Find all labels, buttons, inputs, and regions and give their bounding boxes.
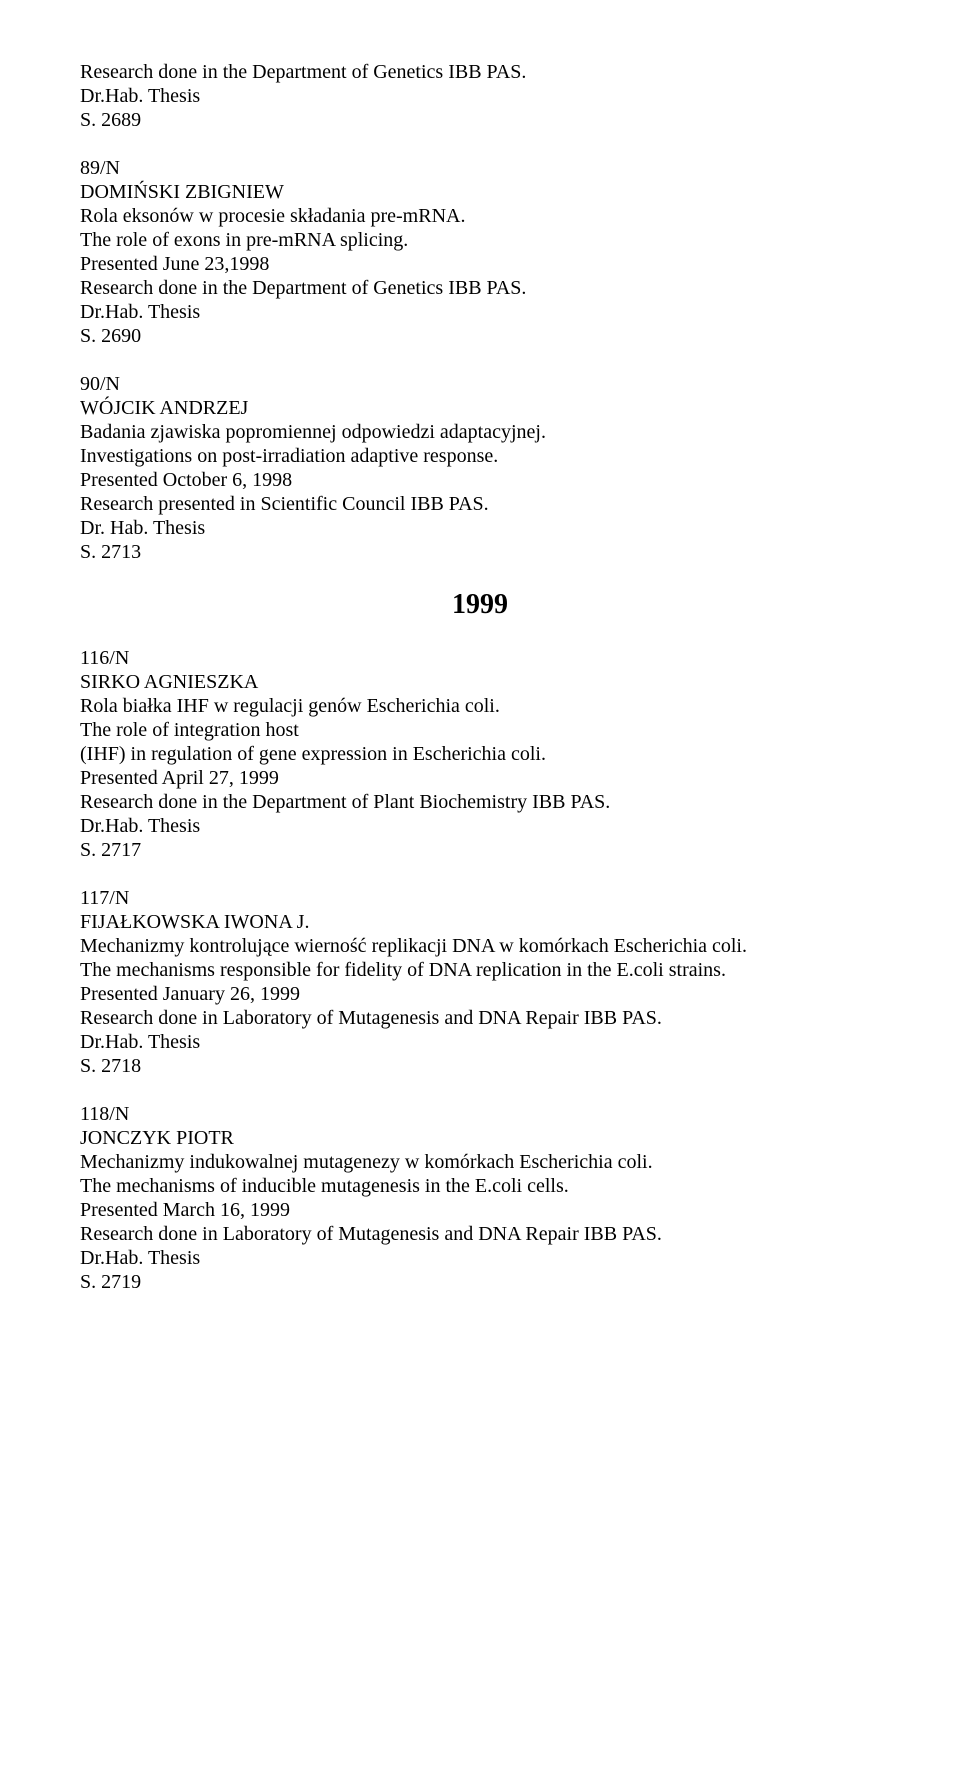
entry-line: S. 2713 [80, 540, 880, 564]
year-heading: 1999 [80, 588, 880, 622]
entry-line: Investigations on post-irradiation adapt… [80, 444, 880, 468]
entry-line: 118/N [80, 1102, 880, 1126]
entry-line: Dr. Hab. Thesis [80, 516, 880, 540]
entry-line: Dr.Hab. Thesis [80, 1246, 880, 1270]
thesis-entry: 117/N FIJAŁKOWSKA IWONA J. Mechanizmy ko… [80, 886, 880, 1078]
entry-line: Mechanizmy indukowalnej mutagenezy w kom… [80, 1150, 880, 1174]
entry-line: (IHF) in regulation of gene expression i… [80, 742, 880, 766]
entry-line: JONCZYK PIOTR [80, 1126, 880, 1150]
entry-line: Dr.Hab. Thesis [80, 84, 880, 108]
entry-line: Rola białka IHF w regulacji genów Escher… [80, 694, 880, 718]
entry-line: Research done in the Department of Genet… [80, 276, 880, 300]
entry-line: Research presented in Scientific Council… [80, 492, 880, 516]
entry-line: The mechanisms responsible for fidelity … [80, 958, 880, 982]
entry-line: Presented October 6, 1998 [80, 468, 880, 492]
thesis-entry: 118/N JONCZYK PIOTR Mechanizmy indukowal… [80, 1102, 880, 1294]
entry-line: 90/N [80, 372, 880, 396]
entry-line: Rola eksonów w procesie składania pre-mR… [80, 204, 880, 228]
thesis-entry: 89/N DOMIŃSKI ZBIGNIEW Rola eksonów w pr… [80, 156, 880, 348]
entry-line: SIRKO AGNIESZKA [80, 670, 880, 694]
entry-line: The role of integration host [80, 718, 880, 742]
entry-line: Badania zjawiska popromiennej odpowiedzi… [80, 420, 880, 444]
entry-line: FIJAŁKOWSKA IWONA J. [80, 910, 880, 934]
entry-line: Research done in Laboratory of Mutagenes… [80, 1006, 880, 1030]
entry-line: 89/N [80, 156, 880, 180]
entry-line: S. 2689 [80, 108, 880, 132]
entry-line: Presented March 16, 1999 [80, 1198, 880, 1222]
entry-line: 116/N [80, 646, 880, 670]
entry-line: Dr.Hab. Thesis [80, 300, 880, 324]
entry-line: S. 2690 [80, 324, 880, 348]
entry-line: Research done in the Department of Genet… [80, 60, 880, 84]
entry-line: S. 2719 [80, 1270, 880, 1294]
entry-line: Presented January 26, 1999 [80, 982, 880, 1006]
thesis-entry: Research done in the Department of Genet… [80, 60, 880, 132]
entry-line: DOMIŃSKI ZBIGNIEW [80, 180, 880, 204]
entry-line: Presented June 23,1998 [80, 252, 880, 276]
thesis-entry: 116/N SIRKO AGNIESZKA Rola białka IHF w … [80, 646, 880, 862]
thesis-entry: 90/N WÓJCIK ANDRZEJ Badania zjawiska pop… [80, 372, 880, 564]
entry-line: Presented April 27, 1999 [80, 766, 880, 790]
entry-line: The mechanisms of inducible mutagenesis … [80, 1174, 880, 1198]
entry-line: The role of exons in pre-mRNA splicing. [80, 228, 880, 252]
entry-line: Mechanizmy kontrolujące wierność replika… [80, 934, 880, 958]
entry-line: Research done in Laboratory of Mutagenes… [80, 1222, 880, 1246]
entry-line: S. 2717 [80, 838, 880, 862]
entry-line: WÓJCIK ANDRZEJ [80, 396, 880, 420]
entry-line: Dr.Hab. Thesis [80, 814, 880, 838]
entry-line: Research done in the Department of Plant… [80, 790, 880, 814]
entry-line: 117/N [80, 886, 880, 910]
document-body: Research done in the Department of Genet… [80, 60, 880, 1294]
entry-line: S. 2718 [80, 1054, 880, 1078]
entry-line: Dr.Hab. Thesis [80, 1030, 880, 1054]
